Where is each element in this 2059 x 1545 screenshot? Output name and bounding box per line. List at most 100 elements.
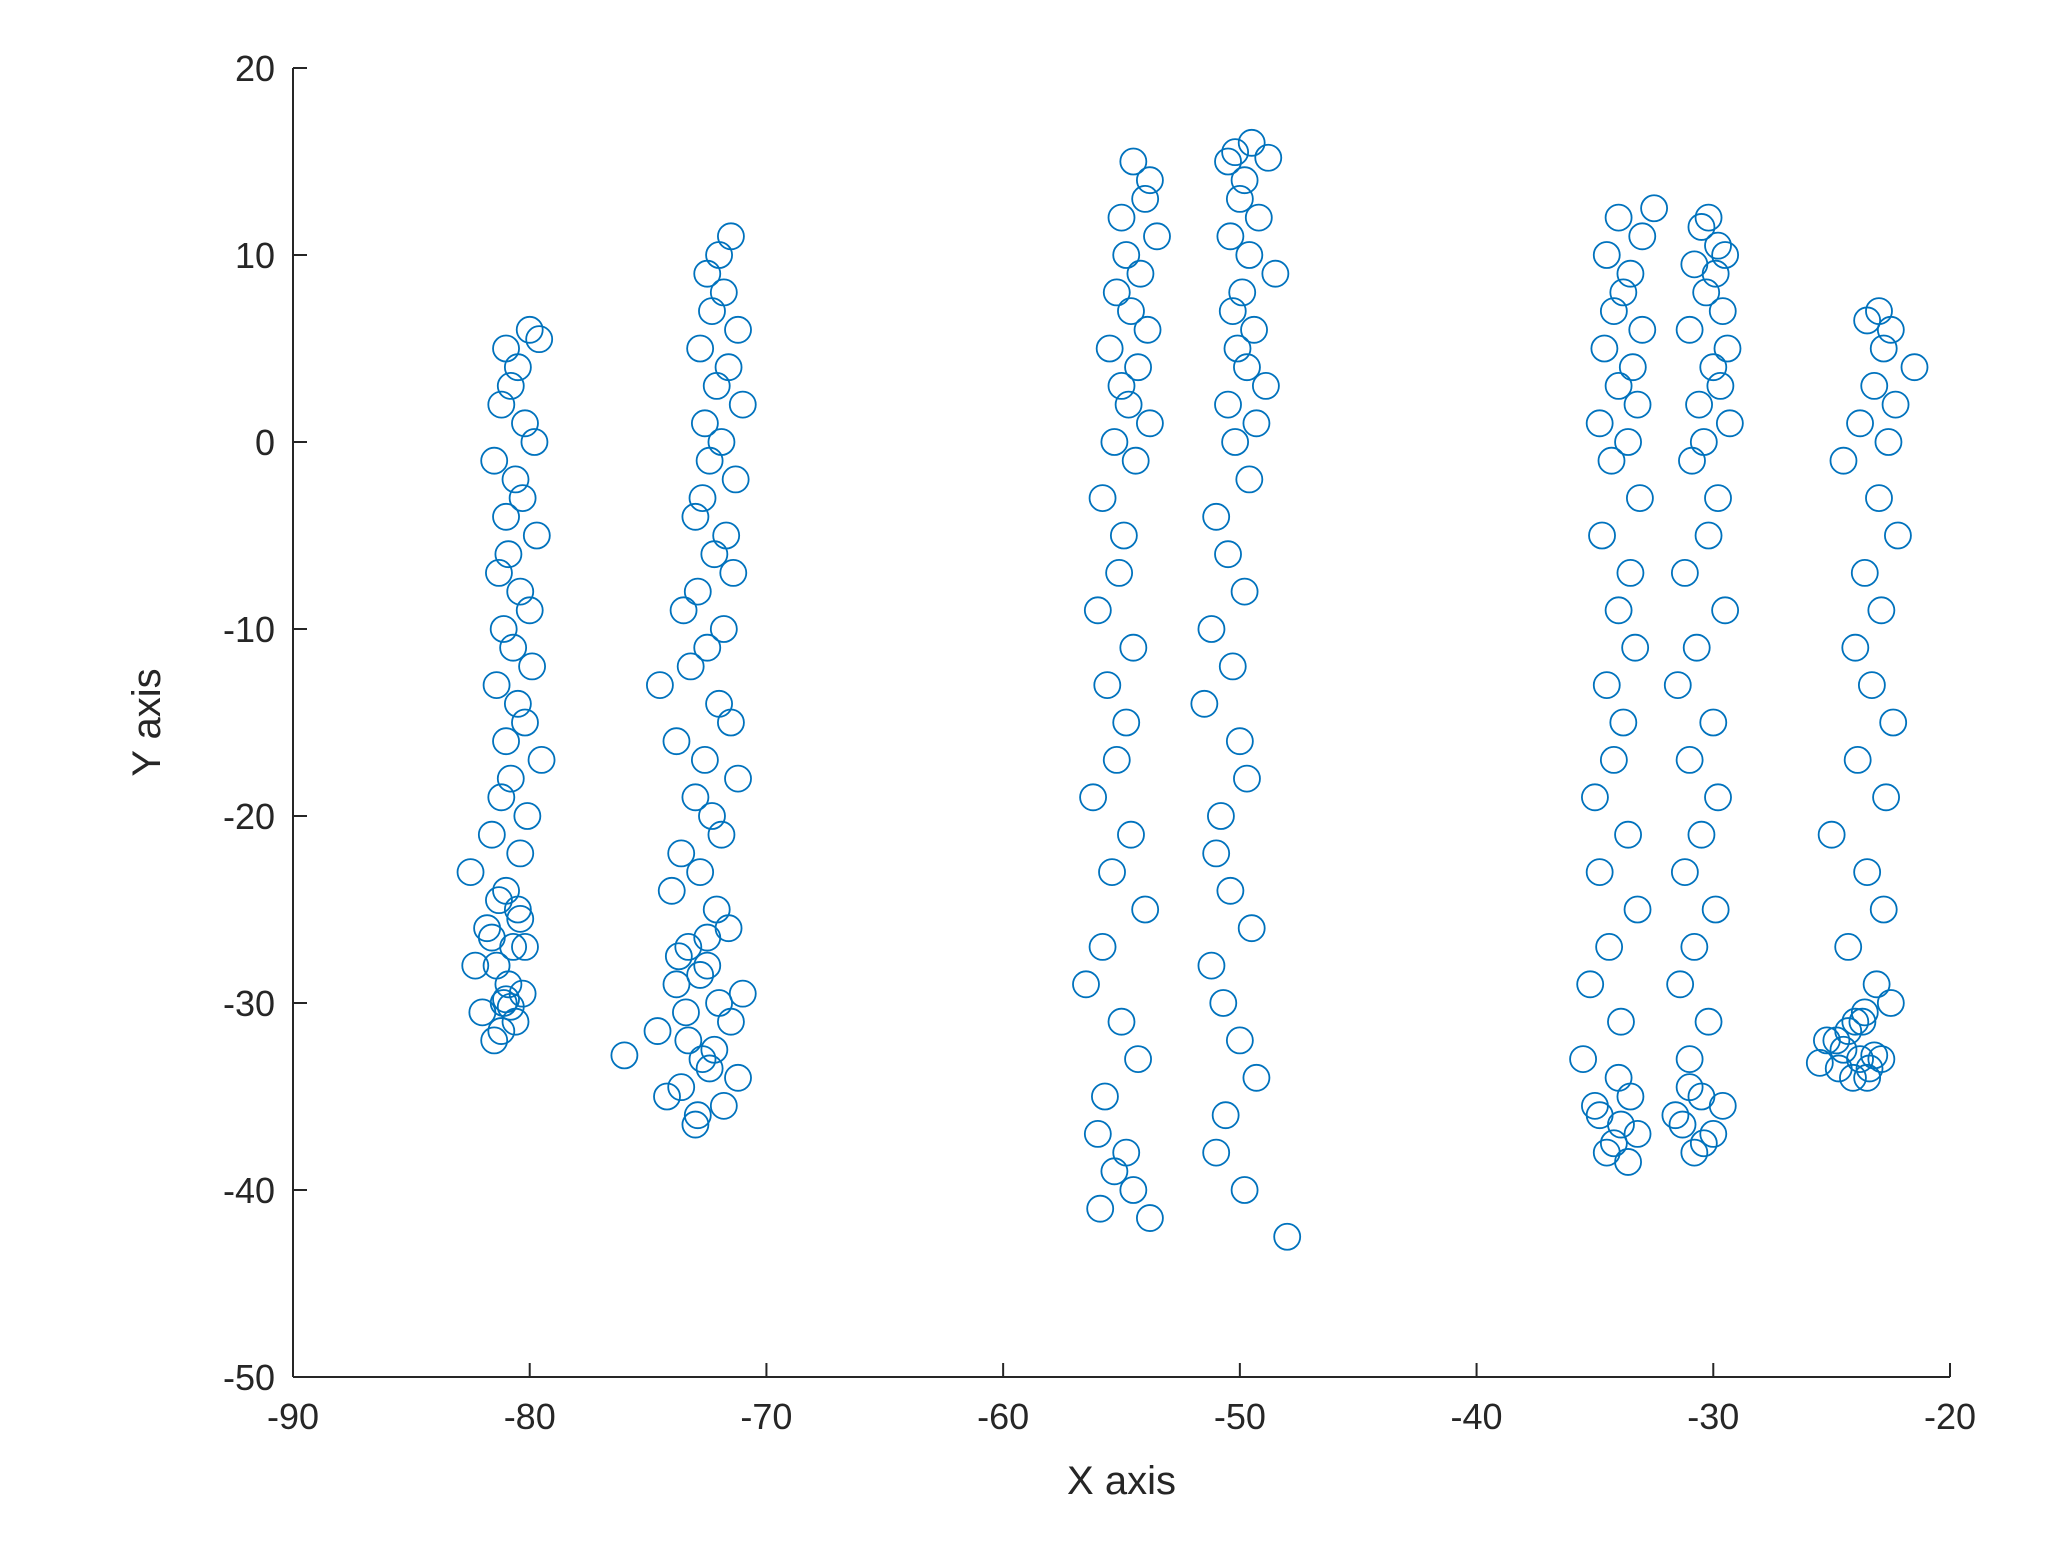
x-tick-label: -60 (977, 1396, 1029, 1437)
data-point (667, 1073, 696, 1102)
data-point (1072, 970, 1100, 999)
data-point (1202, 839, 1231, 868)
data-points (456, 128, 1929, 1251)
data-point (705, 989, 733, 1017)
data-point (1136, 166, 1164, 195)
data-point (492, 876, 520, 905)
data-point (724, 1063, 752, 1092)
data-point (1242, 1063, 1271, 1092)
data-point (1704, 484, 1732, 513)
data-point (1202, 1138, 1231, 1167)
data-point (1230, 1176, 1259, 1204)
data-point (506, 904, 535, 933)
data-point (1834, 1017, 1863, 1045)
data-point (698, 802, 726, 830)
data-point (1209, 989, 1238, 1017)
data-point (662, 970, 691, 999)
data-point (1618, 353, 1647, 382)
data-point (1595, 933, 1624, 961)
data-point (1713, 334, 1742, 363)
data-point (499, 633, 528, 662)
data-point (480, 446, 509, 475)
data-point (1091, 1082, 1119, 1111)
data-point (1850, 998, 1879, 1027)
data-point (1675, 746, 1704, 774)
data-point (721, 465, 750, 494)
data-point (1109, 521, 1138, 550)
data-point (1678, 446, 1706, 475)
data-point (1680, 1138, 1709, 1167)
data-point (1592, 671, 1621, 699)
data-point (690, 409, 719, 438)
y-tick-label: 0 (255, 422, 275, 463)
data-point (1218, 652, 1247, 681)
data-point (1694, 203, 1723, 232)
data-point (657, 876, 686, 905)
data-point (728, 390, 757, 419)
data-point (1230, 577, 1259, 606)
data-point (506, 839, 535, 868)
data-point (1694, 521, 1723, 550)
data-point (1839, 1063, 1867, 1092)
data-point (482, 671, 511, 699)
data-point (1100, 428, 1129, 456)
data-point (1597, 446, 1626, 475)
data-point (707, 428, 736, 456)
data-point (1609, 708, 1638, 737)
data-point (702, 895, 731, 924)
data-point (461, 951, 490, 980)
data-point (1614, 1148, 1642, 1176)
data-point (1225, 727, 1254, 756)
data-point (1112, 241, 1141, 269)
y-tick-label: -10 (223, 609, 275, 650)
data-point (1829, 446, 1858, 475)
data-point (1221, 138, 1250, 167)
data-point (1119, 633, 1148, 662)
data-point (1865, 484, 1893, 513)
data-point (1846, 409, 1874, 438)
data-point (518, 652, 546, 681)
data-point (676, 652, 705, 681)
data-point (690, 746, 719, 774)
data-point (522, 521, 551, 550)
data-point (681, 502, 710, 531)
y-tick-label: -50 (223, 1357, 275, 1398)
data-point (1242, 409, 1271, 438)
data-point (1216, 222, 1245, 251)
data-point (515, 315, 544, 344)
data-point (1214, 390, 1242, 419)
data-point (494, 970, 523, 999)
data-point (1628, 315, 1657, 344)
data-point (1687, 213, 1716, 241)
data-point (494, 540, 523, 569)
data-point (1708, 297, 1737, 326)
data-point (1105, 559, 1134, 587)
y-ticks: -50 -40 -30 -20 -10 0 10 20 (223, 48, 307, 1398)
data-point (1715, 409, 1744, 438)
x-tick-label: -20 (1924, 1396, 1976, 1437)
data-point (1628, 222, 1657, 251)
data-point (1701, 895, 1730, 924)
data-point (1855, 1054, 1884, 1083)
data-point (1621, 633, 1650, 662)
data-point (1874, 428, 1903, 456)
data-point (717, 708, 745, 737)
data-point (1694, 1007, 1723, 1036)
data-point (496, 992, 525, 1021)
data-point (1699, 708, 1728, 737)
data-point (724, 315, 752, 344)
data-point (1661, 1101, 1690, 1130)
data-point (1237, 128, 1266, 157)
data-point (1117, 820, 1145, 849)
data-point (480, 1026, 509, 1055)
data-point (1136, 409, 1164, 438)
data-point (515, 596, 544, 625)
axes (292, 68, 1950, 1378)
data-point (1900, 353, 1929, 382)
data-point (1860, 1041, 1889, 1070)
data-point (695, 1054, 724, 1083)
data-point (1869, 895, 1898, 924)
data-point (1083, 596, 1112, 625)
data-point (1857, 671, 1886, 699)
data-point (1704, 231, 1732, 260)
